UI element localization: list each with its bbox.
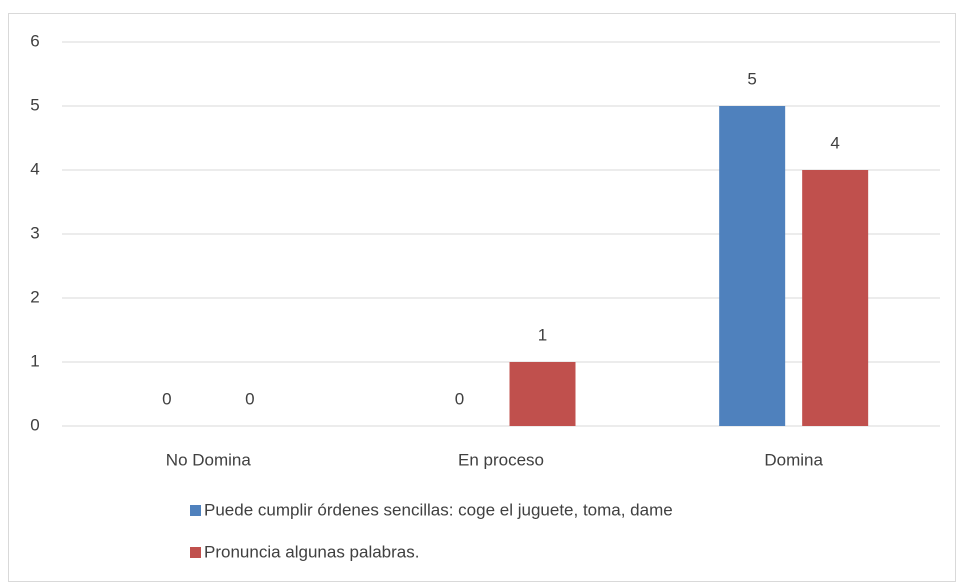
x-tick-label: Domina	[764, 450, 823, 469]
y-tick-label: 1	[30, 351, 39, 370]
data-label: 4	[830, 133, 839, 152]
data-label: 1	[538, 325, 547, 344]
bar	[509, 362, 576, 426]
y-tick-label: 3	[30, 223, 39, 242]
data-label: 0	[455, 389, 464, 408]
bar	[719, 106, 786, 426]
legend-swatch	[190, 505, 201, 516]
y-tick-label: 6	[30, 31, 39, 50]
legend-label: Pronuncia algunas palabras.	[204, 542, 419, 561]
data-label: 0	[162, 389, 171, 408]
bar	[802, 170, 869, 426]
legend-swatch	[190, 547, 201, 558]
x-tick-label: En proceso	[458, 450, 544, 469]
x-tick-label: No Domina	[166, 450, 252, 469]
data-label: 0	[245, 389, 254, 408]
y-tick-label: 5	[30, 95, 39, 114]
y-tick-label: 2	[30, 287, 39, 306]
legend-label: Puede cumplir órdenes sencillas: coge el…	[204, 500, 673, 519]
data-label: 5	[747, 69, 756, 88]
y-tick-label: 0	[30, 415, 39, 434]
y-tick-label: 4	[30, 159, 39, 178]
